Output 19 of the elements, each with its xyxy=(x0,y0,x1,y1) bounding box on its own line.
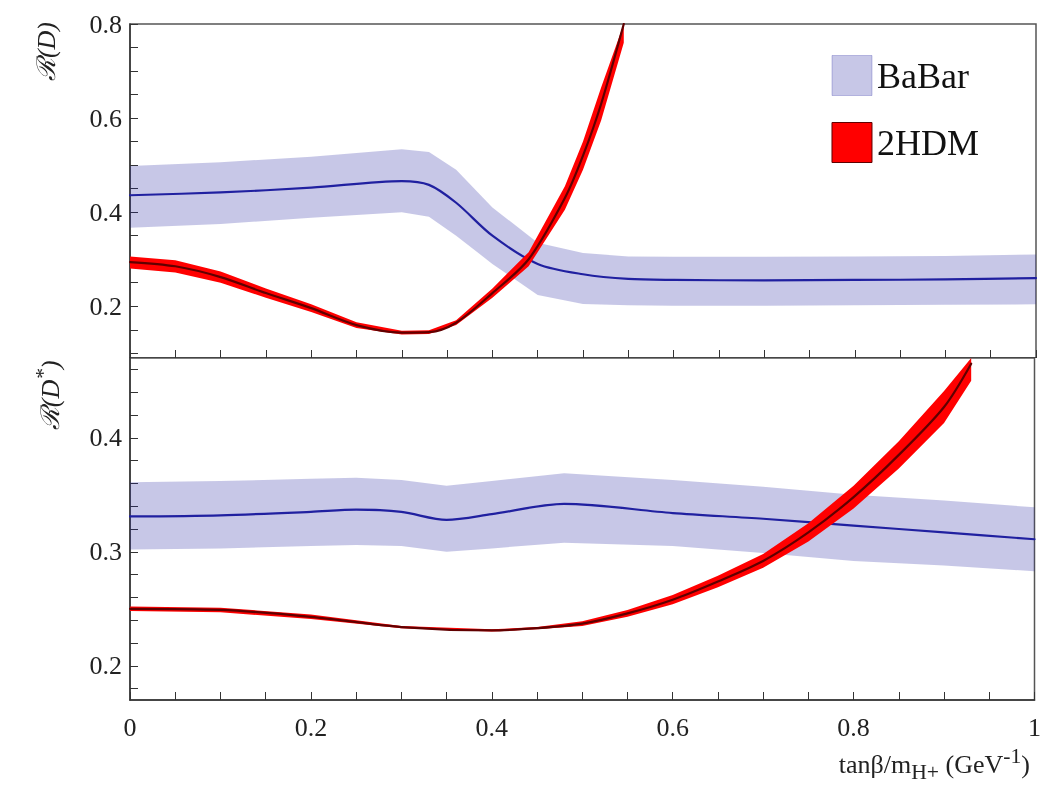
y-tick-label: 0.3 xyxy=(89,537,122,567)
y-tick-label: 0.2 xyxy=(89,651,122,681)
x-tick-label: 0.6 xyxy=(656,712,689,742)
y-tick-label: 0.8 xyxy=(89,9,122,39)
y-tick-label: 0.4 xyxy=(89,423,122,453)
x-tick-label: 1 xyxy=(1028,712,1041,742)
y-tick-label: 0.4 xyxy=(89,197,122,227)
legend-label: BaBar xyxy=(876,55,969,96)
x-tick-label: 0 xyxy=(123,712,137,742)
x-axis-title: tanβ/m$_{H+}$ (GeV$^{-1}$) xyxy=(838,744,1030,785)
line-series xyxy=(128,180,1038,282)
x-tick-label: 0.4 xyxy=(475,712,509,742)
x-tick-label: 0.2 xyxy=(294,712,328,742)
y-axis-title: ℛ(D) xyxy=(32,22,62,84)
y-tick-label: 0.6 xyxy=(89,103,122,133)
line-series xyxy=(128,502,1036,541)
y-tick-label: 0.2 xyxy=(89,291,122,321)
x-tick-label: 0.8 xyxy=(837,712,870,742)
legend-label: 2HDM xyxy=(876,122,980,163)
